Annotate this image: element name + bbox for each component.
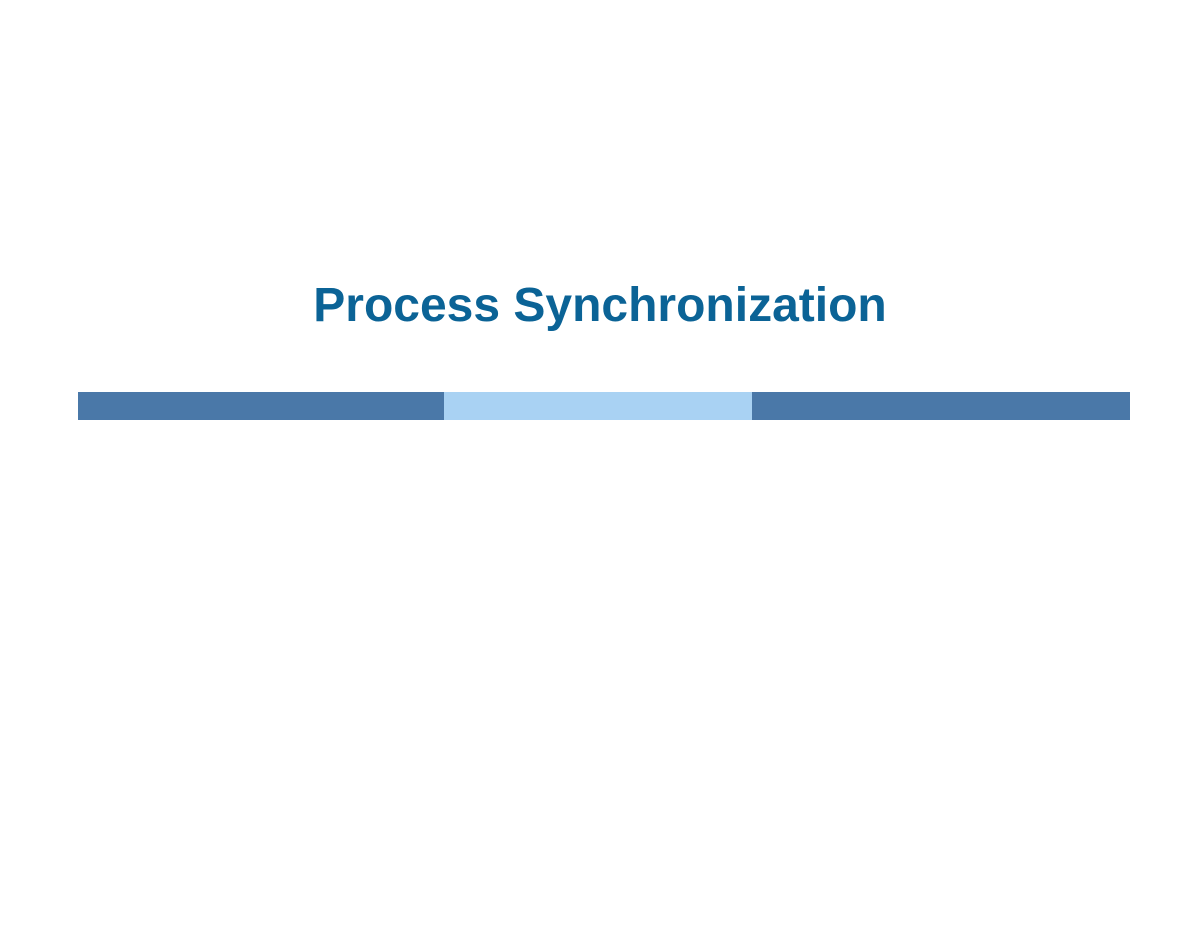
slide-title: Process Synchronization [0, 278, 1200, 333]
divider-segment-right [752, 392, 1130, 420]
divider-bar [78, 392, 1130, 420]
divider-segment-middle [444, 392, 752, 420]
divider-segment-left [78, 392, 444, 420]
